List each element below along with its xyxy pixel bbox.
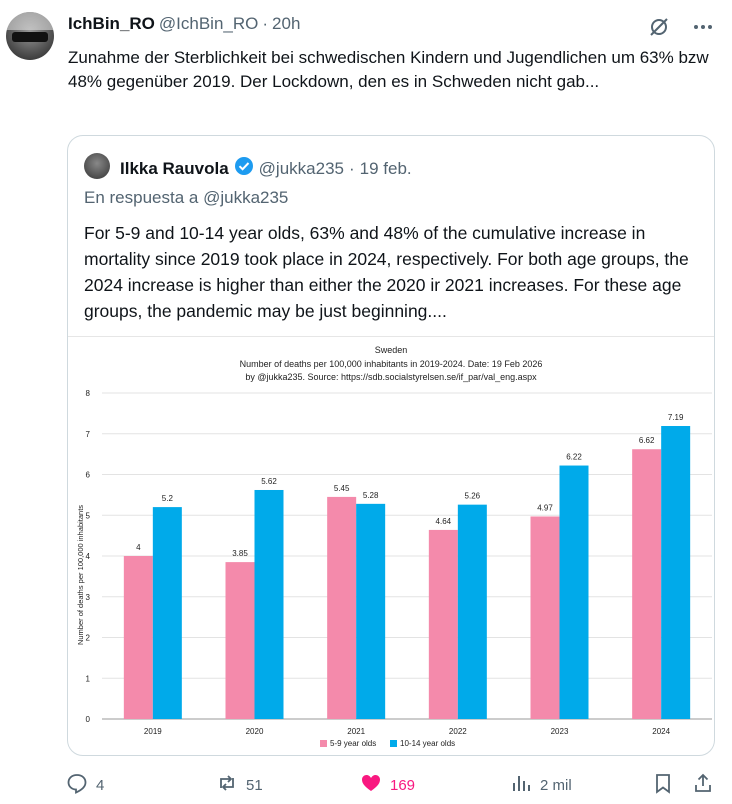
x-tick-label: 2019 [144, 727, 162, 736]
x-tick-label: 2020 [246, 727, 264, 736]
bookmark-button[interactable] [652, 772, 674, 798]
data-label: 3.85 [232, 549, 248, 558]
x-tick-label: 2023 [551, 727, 569, 736]
x-tick-label: 2021 [347, 727, 365, 736]
views-button[interactable]: 2 mil [510, 772, 572, 798]
quoted-header-separator: · [348, 158, 355, 178]
views-chart-icon [510, 772, 532, 798]
bar [632, 449, 662, 719]
chart-subtitle: Number of deaths per 100,000 inhabitants… [240, 359, 543, 369]
bar [661, 426, 691, 719]
reply-icon [66, 772, 88, 798]
chart-source: by @jukka235. Source: https://sdb.social… [245, 372, 537, 382]
legend-swatch [320, 740, 327, 747]
quoted-author-avatar[interactable] [84, 153, 110, 179]
legend-swatch [390, 740, 397, 747]
reply-to-label[interactable]: En respuesta a @jukka235 [84, 188, 289, 207]
data-label: 7.19 [668, 413, 684, 422]
repost-icon [216, 772, 238, 798]
chart-image[interactable]: Sweden Number of deaths per 100,000 inha… [68, 336, 714, 755]
bar [123, 556, 153, 719]
grok-icon[interactable] [648, 16, 670, 43]
y-tick-label: 2 [86, 634, 91, 643]
y-tick-label: 6 [86, 471, 91, 480]
data-label: 4 [136, 543, 141, 552]
bar-chart: Sweden Number of deaths per 100,000 inha… [76, 345, 712, 748]
bookmark-icon [652, 772, 674, 798]
tweet-actions: 4 51 169 2 mil [0, 770, 732, 800]
quoted-tweet-date[interactable]: 19 feb. [359, 158, 412, 178]
quoted-tweet-text: For 5-9 and 10-14 year olds, 63% and 48%… [84, 223, 689, 321]
tweet-header: IchBin_RO @IchBin_RO · 20h [68, 14, 300, 34]
like-count: 169 [390, 776, 416, 794]
data-label: 5.26 [465, 492, 481, 501]
data-label: 5.2 [162, 494, 174, 503]
verified-badge-icon [234, 156, 254, 181]
bar [152, 507, 182, 719]
reply-count: 4 [96, 776, 105, 794]
y-tick-label: 3 [86, 593, 91, 602]
x-tick-label: 2022 [449, 727, 467, 736]
bar [530, 516, 560, 719]
legend-entry: 5-9 year olds [330, 739, 376, 748]
y-tick-label: 7 [86, 430, 91, 439]
heart-filled-icon [360, 772, 382, 798]
data-label: 4.97 [537, 503, 553, 512]
y-tick-label: 8 [86, 389, 91, 398]
author-handle[interactable]: @IchBin_RO [158, 14, 259, 33]
quoted-tweet[interactable]: Ilkka Rauvola @jukka235 · 19 feb. En res… [67, 135, 715, 756]
data-label: 5.62 [261, 477, 277, 486]
legend-entry: 10-14 year olds [400, 739, 455, 748]
bar [225, 562, 255, 719]
like-button[interactable]: 169 [360, 772, 415, 798]
bar [559, 465, 589, 719]
views-count: 2 mil [540, 776, 572, 794]
bar [327, 496, 357, 719]
quoted-tweet-header: Ilkka Rauvola @jukka235 · 19 feb. [120, 156, 412, 181]
tweet-time[interactable]: 20h [272, 14, 301, 33]
header-separator: · [262, 14, 269, 33]
y-axis-label: Number of deaths per 100,000 inhabitants [76, 505, 85, 645]
bar [356, 503, 386, 719]
bar [254, 489, 284, 719]
data-label: 5.45 [334, 484, 350, 493]
quoted-author-handle[interactable]: @jukka235 [258, 158, 344, 178]
more-options-icon[interactable] [692, 16, 714, 43]
y-tick-label: 5 [86, 511, 91, 520]
bar [457, 504, 487, 719]
author-avatar[interactable] [6, 12, 54, 60]
repost-count: 51 [246, 776, 263, 794]
x-tick-label: 2024 [652, 727, 670, 736]
share-button[interactable] [692, 772, 714, 798]
data-label: 6.22 [566, 453, 582, 462]
author-display-name[interactable]: IchBin_RO [68, 14, 155, 33]
y-tick-label: 1 [86, 674, 91, 683]
y-tick-label: 0 [86, 715, 91, 724]
data-label: 5.28 [363, 491, 379, 500]
data-label: 6.62 [639, 436, 655, 445]
quoted-author-display-name[interactable]: Ilkka Rauvola [120, 158, 229, 178]
tweet-text: Zunahme der Sterblichkeit bei schwedisch… [68, 48, 709, 91]
bar [428, 529, 458, 719]
chart-title: Sweden [375, 345, 408, 355]
y-tick-label: 4 [86, 552, 91, 561]
share-icon [692, 772, 714, 798]
tweet-header-actions [648, 16, 714, 43]
data-label: 4.64 [436, 517, 452, 526]
repost-button[interactable]: 51 [216, 772, 263, 798]
reply-button[interactable]: 4 [66, 772, 104, 798]
